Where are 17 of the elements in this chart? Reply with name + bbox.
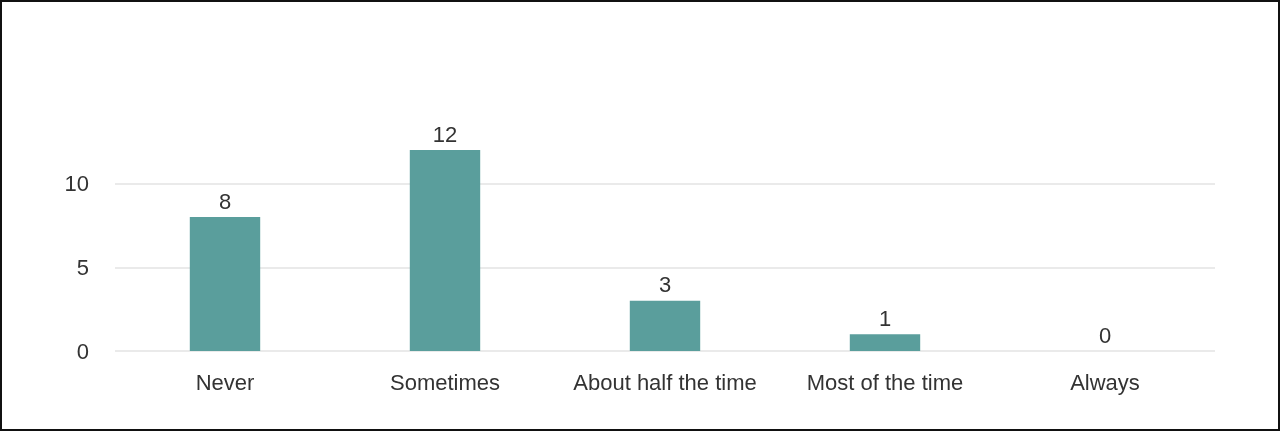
bar — [629, 300, 701, 351]
x-tick-label: Always — [1070, 369, 1140, 395]
x-tick-label: Never — [195, 369, 255, 395]
data-label: 1 — [878, 305, 892, 331]
x-tick-label: About half the time — [573, 369, 757, 395]
bar — [849, 334, 921, 351]
y-tick-label: 5 — [76, 254, 89, 280]
data-label: 0 — [1098, 322, 1112, 348]
y-tick-label: 10 — [64, 171, 89, 196]
x-tick-label: Most of the time — [806, 369, 964, 395]
data-label: 8 — [218, 188, 232, 214]
bar — [189, 217, 261, 351]
bar — [409, 150, 481, 351]
x-tick-label: Sometimes — [389, 369, 501, 395]
y-tick-label: 0 — [76, 338, 89, 364]
data-label: 3 — [658, 272, 672, 298]
data-label: 12 — [432, 121, 458, 147]
